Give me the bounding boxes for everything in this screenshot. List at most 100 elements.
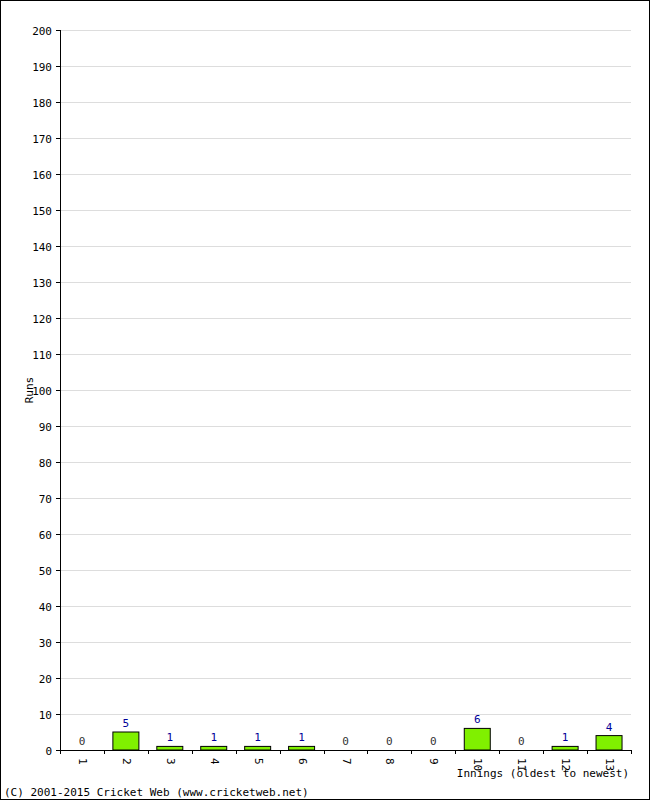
y-tick-label: 110 [32,349,52,362]
x-tick [631,750,632,754]
bars [113,728,622,750]
grid-line [60,282,631,283]
x-tick-label: 6 [296,758,309,765]
x-tick-label: 2 [120,758,133,765]
y-tick [56,318,60,319]
grid-line [60,606,631,607]
y-tick-label: 200 [32,25,52,38]
x-tick-label: 4 [208,758,221,765]
y-tick [56,750,60,751]
bar [245,746,271,750]
bar [376,750,402,751]
y-tick-label: 190 [32,61,52,74]
grid-line [60,318,631,319]
data-label: 0 [79,735,86,748]
y-tick [56,678,60,679]
y-tick [56,498,60,499]
grid-line [60,570,631,571]
y-tick-label: 170 [32,133,52,146]
x-tick [324,750,325,754]
y-tick-label: 130 [32,277,52,290]
y-tick-label: 0 [45,745,52,758]
y-tick-label: 150 [32,205,52,218]
y-tick-label: 140 [32,241,52,254]
x-tick [192,750,193,754]
x-tick [367,750,368,754]
y-axis [60,30,61,750]
x-tick [411,750,412,754]
y-tick-label: 20 [39,673,52,686]
x-axis [60,750,631,751]
bar [508,750,534,751]
grid-line [60,138,631,139]
y-axis-title: Runs [23,377,36,404]
data-label: 0 [518,735,525,748]
grid-line [60,642,631,643]
bar [289,746,315,750]
bar [201,746,227,750]
y-tick [56,642,60,643]
x-tick-label: 5 [252,758,265,765]
chart: 0102030405060708090100110120130140150160… [0,0,650,800]
grid-line [60,534,631,535]
y-tick [56,102,60,103]
bar [464,728,490,750]
y-tick-label: 90 [39,421,52,434]
y-tick-label: 160 [32,169,52,182]
x-tick-label: 7 [340,758,353,765]
x-tick [455,750,456,754]
data-label: 1 [210,731,217,744]
x-tick-label: 9 [427,758,440,765]
grid-line [60,678,631,679]
grid-line [60,66,631,67]
grid-line [60,246,631,247]
y-tick [56,174,60,175]
y-tick [56,354,60,355]
data-label: 1 [254,731,261,744]
y-tick [56,714,60,715]
y-tick [56,534,60,535]
grid-line [60,30,631,31]
y-tick [56,210,60,211]
grid-line [60,498,631,499]
y-tick [56,606,60,607]
bar [552,746,578,750]
x-tick-label: 1 [76,758,89,765]
bar [69,750,95,751]
grid-line [60,210,631,211]
y-tick-label: 180 [32,97,52,110]
grid-line [60,390,631,391]
data-label: 1 [298,731,305,744]
y-tick [56,462,60,463]
x-tick [587,750,588,754]
bar [157,746,183,750]
bar [420,750,446,751]
y-tick [56,246,60,247]
bar [113,732,139,750]
grid-line [60,426,631,427]
y-tick-label: 60 [39,529,52,542]
x-tick-label: 8 [383,758,396,765]
x-tick [104,750,105,754]
data-label: 1 [562,731,569,744]
y-tick [56,282,60,283]
y-tick [56,66,60,67]
x-tick [280,750,281,754]
y-tick [56,426,60,427]
y-tick-label: 30 [39,637,52,650]
y-tick-label: 80 [39,457,52,470]
data-label: 0 [430,735,437,748]
grid-line [60,102,631,103]
y-tick-label: 50 [39,565,52,578]
y-tick-label: 70 [39,493,52,506]
y-tick [56,390,60,391]
grid-line [60,354,631,355]
x-tick [543,750,544,754]
x-tick [60,750,61,754]
grid-line [60,750,631,751]
data-label: 1 [166,731,173,744]
grid-line [60,714,631,715]
data-label: 0 [342,735,349,748]
data-label: 6 [474,713,481,726]
y-tick [56,570,60,571]
